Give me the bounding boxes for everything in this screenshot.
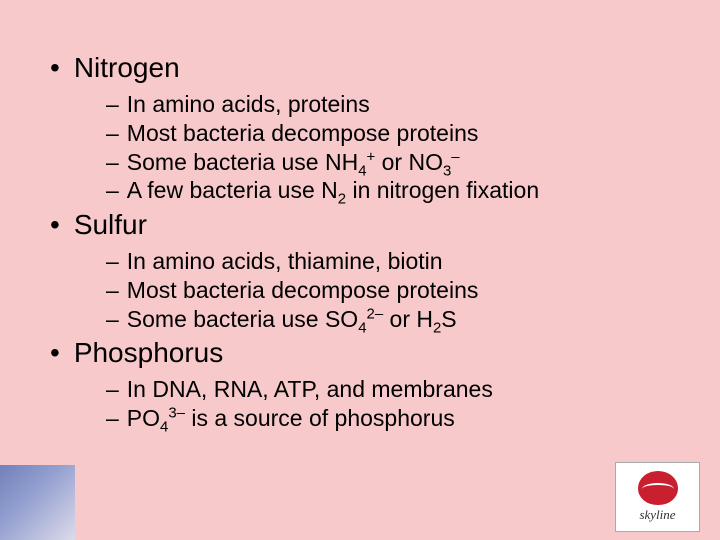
sun-icon [638,471,678,505]
sub-item: In DNA, RNA, ATP, and membranes [106,375,680,404]
sub-item: A few bacteria use N2 in nitrogen fixati… [106,176,680,205]
sub-item: Most bacteria decompose proteins [106,119,680,148]
sub-item: Some bacteria use NH4+ or NO3– [106,148,680,177]
decorative-image-left [0,465,75,540]
sub-text: Some bacteria use NH4+ or NO3– [127,148,460,177]
sub-text: Most bacteria decompose proteins [127,119,479,148]
sub-text: A few bacteria use N2 in nitrogen fixati… [127,176,539,205]
bullet-sulfur: Sulfur [50,209,680,241]
skyline-logo: skyline [615,462,700,532]
sub-text: In amino acids, proteins [127,90,370,119]
logo-text: skyline [639,507,675,523]
bullet-label: Phosphorus [74,337,223,369]
sub-item: Some bacteria use SO42– or H2S [106,305,680,334]
sub-text: Some bacteria use SO42– or H2S [127,305,457,334]
bullet-label: Sulfur [74,209,147,241]
sub-item: PO43– is a source of phosphorus [106,404,680,433]
sub-text: Most bacteria decompose proteins [127,276,479,305]
sub-text: In DNA, RNA, ATP, and membranes [127,375,493,404]
sub-list-phosphorus: In DNA, RNA, ATP, and membranes PO43– is… [106,375,680,433]
sub-item: In amino acids, proteins [106,90,680,119]
sub-text: PO43– is a source of phosphorus [127,404,455,433]
slide-content: Nitrogen In amino acids, proteins Most b… [0,0,720,433]
sub-list-nitrogen: In amino acids, proteins Most bacteria d… [106,90,680,205]
bullet-label: Nitrogen [74,52,180,84]
bullet-nitrogen: Nitrogen [50,52,680,84]
sub-text: In amino acids, thiamine, biotin [127,247,443,276]
sub-list-sulfur: In amino acids, thiamine, biotin Most ba… [106,247,680,333]
bullet-phosphorus: Phosphorus [50,337,680,369]
sub-item: Most bacteria decompose proteins [106,276,680,305]
sub-item: In amino acids, thiamine, biotin [106,247,680,276]
